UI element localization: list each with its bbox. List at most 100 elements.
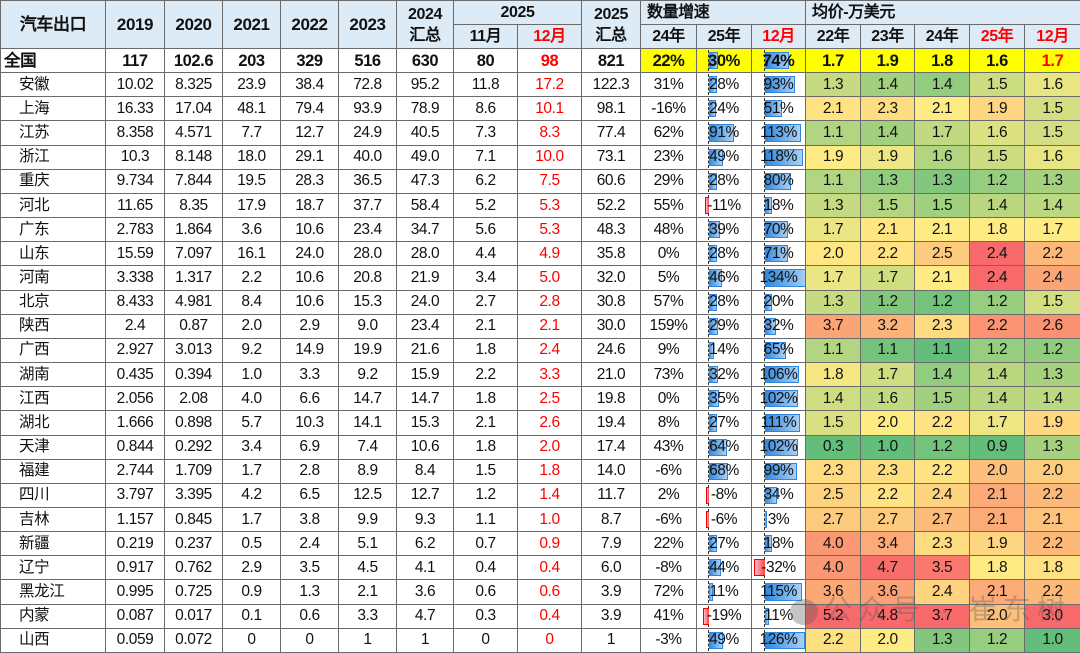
growth-value: 115%: [760, 583, 797, 600]
export-2025-total: 6.0: [582, 556, 641, 580]
export-2022: 24.0: [281, 242, 339, 266]
growth-value: 93%: [764, 76, 794, 93]
export-2024-total: 630: [397, 49, 454, 73]
growth-dec-databar: 113%: [752, 121, 806, 145]
growth-24: 0%: [641, 387, 697, 411]
price-24: 1.4: [915, 73, 970, 97]
export-2025-nov: 4.4: [454, 242, 518, 266]
price-23: 1.2: [861, 290, 915, 314]
header-price-group: 均价-万美元: [806, 1, 1080, 25]
export-2024-total: 1: [397, 628, 454, 652]
price-23: 3.6: [861, 580, 915, 604]
growth-25-databar: 44%: [697, 556, 752, 580]
export-2025-dec: 10.1: [518, 97, 582, 121]
export-2022: 10.6: [281, 218, 339, 242]
price-23: 1.1: [861, 338, 915, 362]
price-22: 1.8: [806, 363, 861, 387]
growth-value: 46%: [709, 269, 739, 286]
price-24: 3.5: [915, 556, 970, 580]
growth-25-databar: -6%: [697, 507, 752, 531]
price-25: 0.9: [970, 435, 1025, 459]
export-2023: 8.9: [339, 459, 397, 483]
growth-25-databar: -8%: [697, 483, 752, 507]
growth-value: 34%: [764, 486, 794, 503]
export-2025-dec: 0.4: [518, 604, 582, 628]
export-2025-nov: 0.3: [454, 604, 518, 628]
export-2023: 40.0: [339, 145, 397, 169]
price-22: 1.3: [806, 193, 861, 217]
price-25: 1.9: [970, 97, 1025, 121]
price-23: 1.0: [861, 435, 915, 459]
price-25: 2.4: [970, 266, 1025, 290]
price-25: 2.1: [970, 483, 1025, 507]
export-2023: 15.3: [339, 290, 397, 314]
growth-dec-databar: 126%: [752, 628, 806, 652]
export-2025-dec: 1.0: [518, 507, 582, 531]
export-2021: 18.0: [223, 145, 281, 169]
growth-value: -11%: [707, 197, 740, 214]
export-2021: 3.4: [223, 435, 281, 459]
export-2023: 19.9: [339, 338, 397, 362]
header-2021: 2021: [223, 1, 281, 49]
header-2022: 2022: [281, 1, 339, 49]
growth-value: 91%: [709, 124, 739, 141]
export-2020: 0.292: [165, 435, 223, 459]
export-2019: 0.219: [106, 532, 165, 556]
price-25: 1.2: [970, 338, 1025, 362]
province-name: 新疆: [1, 532, 106, 556]
province-name: 辽宁: [1, 556, 106, 580]
export-2019: 1.157: [106, 507, 165, 531]
growth-25-databar: 28%: [697, 242, 752, 266]
growth-value: 102%: [759, 438, 797, 455]
growth-value: 99%: [764, 462, 794, 479]
export-2025-dec: 2.0: [518, 435, 582, 459]
export-2019: 10.3: [106, 145, 165, 169]
growth-value: 3%: [768, 511, 790, 528]
price-23: 2.3: [861, 97, 915, 121]
export-2024-total: 28.0: [397, 242, 454, 266]
growth-value: 64%: [709, 438, 739, 455]
growth-24: -3%: [641, 628, 697, 652]
export-2025-total: 122.3: [582, 73, 641, 97]
export-2022: 38.4: [281, 73, 339, 97]
price-24: 1.2: [915, 290, 970, 314]
export-2023: 5.1: [339, 532, 397, 556]
growth-dec-databar: 3%: [752, 507, 806, 531]
export-2022: 6.6: [281, 387, 339, 411]
province-name: 陕西: [1, 314, 106, 338]
export-2020: 0.394: [165, 363, 223, 387]
export-2024-total: 15.3: [397, 411, 454, 435]
price-dec: 1.6: [1025, 145, 1080, 169]
export-2023: 14.7: [339, 387, 397, 411]
export-2022: 12.7: [281, 121, 339, 145]
export-2025-total: 98.1: [582, 97, 641, 121]
export-2025-dec: 10.0: [518, 145, 582, 169]
growth-value: 65%: [764, 341, 794, 358]
price-22: 2.5: [806, 483, 861, 507]
price-25: 1.8: [970, 556, 1025, 580]
growth-value: 32%: [764, 317, 794, 334]
price-23: 2.1: [861, 218, 915, 242]
export-2025-total: 24.6: [582, 338, 641, 362]
export-2025-total: 17.4: [582, 435, 641, 459]
price-22: 2.2: [806, 628, 861, 652]
export-2025-dec: 3.3: [518, 363, 582, 387]
province-name: 浙江: [1, 145, 106, 169]
export-2023: 37.7: [339, 193, 397, 217]
province-name: 全国: [1, 49, 106, 73]
export-2023: 4.5: [339, 556, 397, 580]
price-dec: 1.0: [1025, 628, 1080, 652]
export-2024-total: 24.0: [397, 290, 454, 314]
price-25: 1.8: [970, 218, 1025, 242]
growth-value: -32%: [761, 559, 796, 576]
price-22: 1.3: [806, 290, 861, 314]
export-2020: 7.844: [165, 169, 223, 193]
growth-24: 57%: [641, 290, 697, 314]
